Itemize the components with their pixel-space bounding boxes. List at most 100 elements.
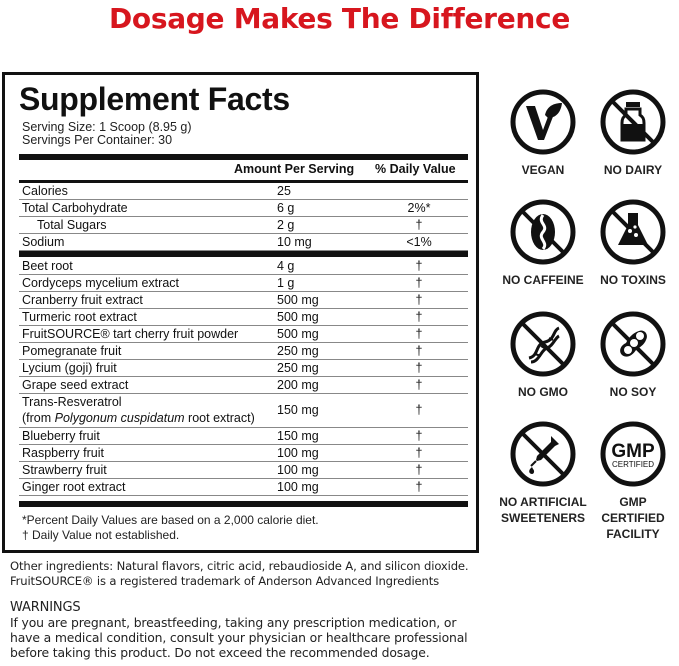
warnings-text: If you are pregnant, breastfeeding, taki…: [10, 615, 468, 660]
row-amount: 6 g: [277, 201, 295, 215]
row-dv: †: [415, 403, 423, 417]
badge-no-dairy: NO DAIRY: [588, 88, 678, 178]
no-gmo-icon: [510, 311, 576, 377]
vegan-icon: [510, 89, 576, 155]
row-amount: 250 mg: [277, 344, 319, 358]
no-soy-icon: [600, 311, 666, 377]
row-name: Turmeric root extract: [22, 310, 137, 324]
row-amount: 25: [277, 184, 291, 198]
row-dv: <1%: [406, 235, 432, 249]
badge-label: NO DAIRY: [603, 163, 663, 177]
table-row: Grape seed extract 200 mg †: [19, 377, 468, 394]
row-dv: 2%*: [407, 201, 431, 215]
row-name: Beet root: [22, 259, 73, 273]
row-dv: †: [415, 480, 423, 494]
row-dv: †: [415, 259, 423, 273]
row-name: Sodium: [22, 235, 65, 249]
table-row: Blueberry fruit 150 mg †: [19, 428, 468, 445]
table-row: Raspberry fruit 100 mg †: [19, 445, 468, 462]
row-amount: 100 mg: [277, 463, 319, 477]
row-name: Trans-Resveratrol: [22, 395, 122, 409]
row-amount: 1 g: [277, 276, 295, 290]
row-amount: 500 mg: [277, 293, 319, 307]
row-dv: †: [415, 446, 423, 460]
row-dv: †: [415, 344, 423, 358]
row-dv: †: [415, 378, 423, 392]
trademark-note: FruitSOURCE® is a registered trademark o…: [10, 574, 439, 588]
badge-no-gmo: NO GMO: [498, 310, 588, 400]
table-row: Total Carbohydrate 6 g 2%*: [19, 200, 468, 217]
row-name: Total Carbohydrate: [22, 201, 128, 215]
table-row: Turmeric root extract 500 mg †: [19, 309, 468, 326]
table-row: Ginger root extract 100 mg †: [19, 479, 468, 496]
table-row: Strawberry fruit 100 mg †: [19, 462, 468, 479]
row-amount: 500 mg: [277, 310, 319, 324]
row-amount: 100 mg: [277, 480, 319, 494]
row-amount: 4 g: [277, 259, 295, 273]
row-amount: 2 g: [277, 218, 295, 232]
badge-gmp-certified: GMP CERTIFIED GMP CERTIFIED FACILITY: [588, 420, 678, 542]
badge-label: GMP CERTIFIED FACILITY: [601, 495, 665, 541]
badge-label: NO GMO: [518, 385, 568, 399]
row-name-detail: (from Polygonum cuspidatum root extract): [22, 411, 255, 425]
row-name: Grape seed extract: [22, 378, 129, 392]
supplement-facts-panel: Supplement Facts Serving Size: 1 Scoop (…: [2, 72, 479, 553]
row-amount: 200 mg: [277, 378, 319, 392]
row-name: Lycium (goji) fruit: [22, 361, 117, 375]
no-dairy-icon: [600, 89, 666, 155]
row-dv: †: [415, 361, 423, 375]
row-dv: †: [415, 463, 423, 477]
row-name: Raspberry fruit: [22, 446, 104, 460]
table-row: Cranberry fruit extract 500 mg †: [19, 292, 468, 309]
table-row: Pomegranate fruit 250 mg †: [19, 343, 468, 360]
row-name: Blueberry fruit: [22, 429, 100, 443]
row-amount: 150 mg: [277, 429, 319, 443]
row-name: Pomegranate fruit: [22, 344, 122, 358]
warnings-title: WARNINGS: [10, 600, 81, 615]
row-name: Strawberry fruit: [22, 463, 107, 477]
row-amount: 500 mg: [277, 327, 319, 341]
row-dv: †: [415, 310, 423, 324]
footnote-dagger: † Daily Value not established.: [22, 528, 180, 542]
row-amount: 100 mg: [277, 446, 319, 460]
table-row: Sodium 10 mg <1%: [19, 234, 468, 251]
headline: Dosage Makes The Difference: [108, 2, 571, 35]
row-name: Calories: [22, 184, 68, 198]
table-row: Calories 25: [19, 183, 468, 200]
row-name: Ginger root extract: [22, 480, 126, 494]
badge-no-artificial-sweeteners: NO ARTIFICIAL SWEETENERS: [498, 420, 588, 526]
badge-label: NO SOY: [609, 385, 657, 399]
badge-label: NO TOXINS: [600, 273, 666, 287]
svg-text:CERTIFIED: CERTIFIED: [612, 460, 654, 469]
row-dv: †: [415, 327, 423, 341]
table-row: Trans-Resveratrol (from Polygonum cuspida…: [19, 394, 468, 428]
badge-label: VEGAN: [521, 163, 565, 177]
badge-label: NO ARTIFICIAL SWEETENERS: [499, 495, 587, 525]
row-dv: †: [415, 218, 423, 232]
footnote-percent: *Percent Daily Values are based on a 2,0…: [22, 513, 319, 527]
svg-text:GMP: GMP: [611, 441, 655, 462]
row-dv: †: [415, 293, 423, 307]
badge-no-toxins: NO TOXINS: [588, 198, 678, 288]
serving-size: Serving Size: 1 Scoop (8.95 g): [22, 120, 192, 134]
badge-label: NO CAFFEINE: [502, 273, 584, 287]
no-toxins-icon: [600, 199, 666, 265]
divider: [19, 154, 468, 160]
badge-no-caffeine: NO CAFFEINE: [498, 198, 588, 288]
table-row: Cordyceps mycelium extract 1 g †: [19, 275, 468, 292]
row-amount: 150 mg: [277, 403, 319, 417]
amount-header: Amount Per Serving: [234, 162, 355, 176]
row-name: Total Sugars: [37, 218, 107, 232]
row-dv: †: [415, 429, 423, 443]
table-row: Total Sugars 2 g †: [19, 217, 468, 234]
row-amount: 10 mg: [277, 235, 312, 249]
divider: [19, 501, 468, 507]
table-row: Lycium (goji) fruit 250 mg †: [19, 360, 468, 377]
badge-no-soy: NO SOY: [588, 310, 678, 400]
row-name: Cordyceps mycelium extract: [22, 276, 179, 290]
row-amount: 250 mg: [277, 361, 319, 375]
no-caffeine-icon: [510, 199, 576, 265]
divider: [19, 180, 468, 183]
other-ingredients: Other ingredients: Natural flavors, citr…: [10, 559, 469, 573]
